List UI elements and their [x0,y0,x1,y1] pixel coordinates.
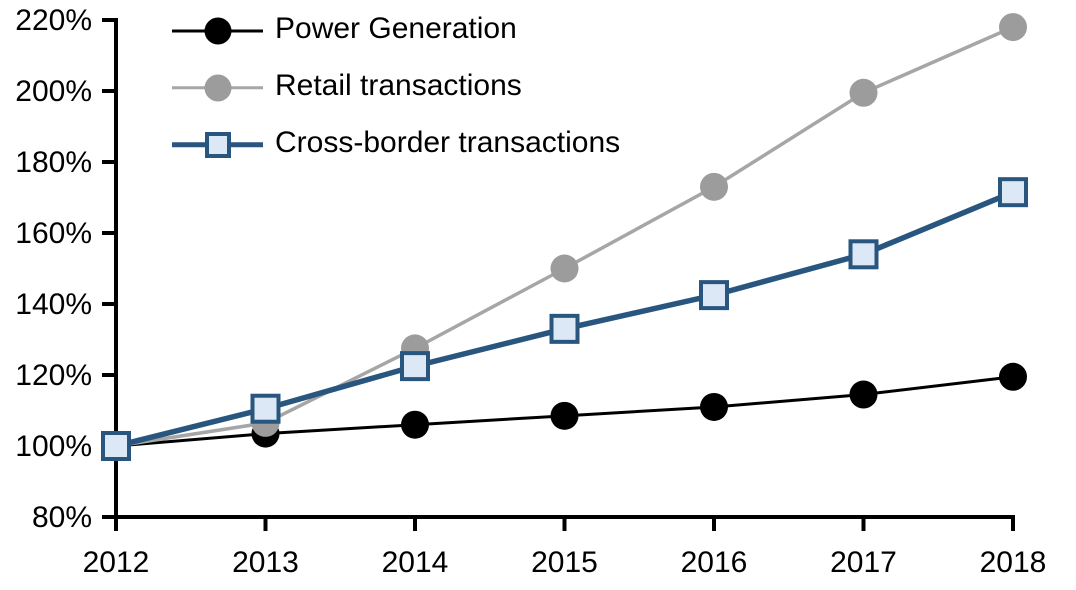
data-point-marker [549,313,580,344]
legend-item-power-generation: Power Generation [172,2,620,59]
x-tick-label: 2013 [232,546,299,579]
square-marker-icon [204,131,231,158]
x-tick-label: 2015 [531,546,598,579]
legend-item-cross-border-transactions: Cross-border transactions [172,116,620,173]
data-point-marker [849,78,878,107]
legend-label-retail-transactions: Retail transactions [275,68,522,102]
data-point-marker [999,13,1027,42]
legend-item-retail-transactions: Retail transactions [172,59,620,116]
data-point-marker [101,431,131,461]
y-tick-label: 160% [15,217,92,250]
x-tick-label: 2016 [681,546,748,579]
y-tick-label: 140% [15,288,92,321]
x-tick-label: 2018 [980,546,1047,579]
x-tick-label: 2014 [382,546,449,579]
y-tick-label: 80% [32,501,92,534]
legend-swatch-retail-transactions [172,73,263,103]
data-point-marker [999,362,1027,391]
data-point-marker [250,393,281,424]
x-tick-label: 2012 [83,546,150,579]
data-point-marker [699,280,729,311]
data-point-marker [400,351,430,382]
data-point-marker [700,172,728,201]
circle-marker-icon [204,17,231,44]
data-point-marker [550,254,579,283]
tick-labels: 220% 200% 180% 160% 140% 120% 100% 80% 2012 2013 2… [15,4,1046,579]
chart-legend: Power Generation Retail transactions Cro… [172,2,620,173]
x-tick-label: 2017 [830,546,897,579]
data-point-marker [550,401,579,430]
legend-label-power-generation: Power Generation [275,11,517,45]
data-point-marker [998,177,1028,208]
data-point-marker [849,380,878,409]
y-tick-label: 100% [15,430,92,463]
legend-swatch-cross-border-transactions [172,130,263,160]
y-tick-label: 220% [15,4,92,37]
data-point-marker [401,410,429,439]
legend-label-cross-border-transactions: Cross-border transactions [275,125,621,159]
legend-swatch-power-generation [172,16,263,46]
y-tick-label: 200% [15,75,92,108]
y-tick-label: 180% [15,146,92,179]
circle-marker-icon [204,74,231,101]
data-point-marker [848,239,879,270]
series-power-generation [102,362,1027,460]
y-tick-label: 120% [15,359,92,392]
series-cross-border-transactions [101,177,1028,461]
data-point-marker [700,392,728,421]
